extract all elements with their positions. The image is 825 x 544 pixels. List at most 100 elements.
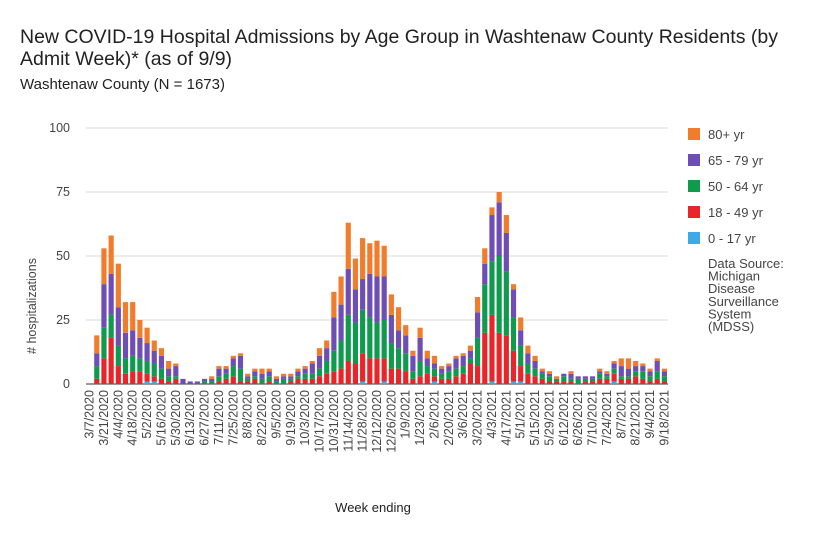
- bar-segment: [302, 366, 308, 369]
- x-tick-label: 2/6/2021: [427, 390, 441, 439]
- bar-segment: [439, 378, 445, 384]
- bar-segment: [482, 248, 488, 264]
- x-axis-label: Week ending: [335, 500, 411, 515]
- bar-segment: [151, 350, 157, 364]
- bar-segment: [510, 284, 517, 290]
- bar-segment: [266, 371, 272, 377]
- x-tick-label: 5/1/2021: [514, 390, 528, 439]
- chart-subtitle: Washtenaw County (N = 1673): [20, 76, 225, 93]
- bar-segment: [381, 381, 387, 384]
- bar-segment: [288, 376, 294, 379]
- bar-segment: [525, 373, 531, 384]
- x-tick-label: 5/29/2021: [542, 390, 556, 446]
- bar-segment: [381, 245, 387, 277]
- bar-segment: [115, 307, 121, 346]
- bar-segment: [424, 350, 430, 359]
- bar-segment: [137, 320, 143, 338]
- bar-segment: [439, 368, 445, 374]
- bar-segment: [352, 258, 359, 290]
- bar-segment: [381, 276, 387, 320]
- bar-segment: [137, 371, 143, 384]
- bar-segment: [151, 363, 157, 377]
- y-tick-label: 25: [56, 313, 70, 327]
- x-tick-label: 9/4/2021: [643, 390, 657, 439]
- bar-segment: [295, 371, 301, 377]
- bar-segment: [360, 353, 366, 382]
- bar-segment: [331, 371, 337, 384]
- bar-segment: [352, 363, 359, 384]
- bar-segment: [94, 366, 100, 379]
- x-tick-label: 11/14/2020: [341, 390, 355, 452]
- bar-segment: [209, 378, 215, 382]
- bar-segment: [417, 376, 423, 384]
- x-tick-label: 7/25/2020: [226, 390, 240, 446]
- source-note-line: Data Source:: [708, 256, 784, 271]
- bar-segment: [482, 332, 488, 384]
- x-tick-label: 11/28/2020: [356, 390, 370, 452]
- bar-segment: [295, 368, 301, 372]
- bar-segment: [431, 363, 438, 369]
- bar-segment: [482, 263, 488, 285]
- bar-segment: [144, 343, 150, 361]
- bar-segment: [431, 368, 438, 377]
- bar-segment: [604, 378, 610, 384]
- bar-segment: [245, 378, 251, 382]
- bar-segment: [625, 358, 632, 369]
- bar-segment: [424, 373, 430, 384]
- legend-swatch: [688, 128, 700, 140]
- bar-segment: [173, 363, 179, 367]
- bar-segment: [151, 381, 157, 384]
- bar-segment: [324, 373, 330, 384]
- bar-segment: [597, 373, 603, 379]
- bar-segment: [281, 378, 287, 384]
- bar-segment: [510, 381, 517, 384]
- bar-segment: [345, 268, 351, 315]
- bar-segment: [137, 337, 143, 359]
- bar-segment: [618, 366, 624, 377]
- x-tick-label: 10/17/2020: [313, 390, 327, 453]
- bar-segment: [546, 373, 553, 377]
- bar-segment: [589, 378, 596, 382]
- bar-segment: [518, 381, 524, 384]
- bar-segment: [259, 378, 265, 384]
- source-note-line: System: [708, 306, 751, 321]
- bar-segment: [597, 378, 603, 384]
- bar-segment: [625, 378, 632, 384]
- bar-segment: [633, 376, 639, 384]
- bar-segment: [360, 279, 366, 310]
- source-note-line: Michigan: [708, 269, 760, 284]
- bar-segment: [367, 317, 373, 359]
- bar-segment: [273, 376, 279, 379]
- bar-segment: [144, 360, 150, 374]
- x-tick-label: 2/20/2021: [442, 390, 456, 446]
- bar-segment: [467, 345, 473, 351]
- legend-label: 65 - 79 yr: [708, 153, 764, 168]
- bar-segment: [108, 337, 114, 384]
- bar-segment: [360, 381, 366, 384]
- bar-segment: [266, 376, 272, 382]
- bar-segment: [309, 363, 315, 374]
- bar-segment: [151, 340, 157, 351]
- bar-segment: [546, 371, 553, 374]
- bar-segment: [489, 215, 495, 262]
- x-tick-label: 1/23/2021: [413, 390, 427, 446]
- bar-segment: [374, 240, 380, 277]
- bar-segment: [503, 335, 509, 384]
- bar-segment: [166, 381, 172, 384]
- bar-segment: [374, 322, 380, 359]
- bar-segment: [561, 381, 567, 384]
- x-tick-label: 3/21/2020: [97, 390, 111, 446]
- bar-segment: [633, 371, 639, 377]
- bar-segment: [94, 353, 100, 367]
- bar-segment: [324, 348, 330, 361]
- bar-segment: [130, 302, 136, 331]
- bar-segment: [582, 376, 588, 379]
- bar-segment: [209, 376, 215, 379]
- bar-segment: [388, 314, 394, 344]
- bar-segment: [122, 373, 129, 384]
- y-axis-label: # hospitalizations: [25, 258, 39, 354]
- source-note-line: Surveillance: [708, 294, 779, 309]
- bar-segment: [518, 366, 524, 382]
- bar-segment: [640, 371, 646, 379]
- bar-segment: [647, 371, 653, 377]
